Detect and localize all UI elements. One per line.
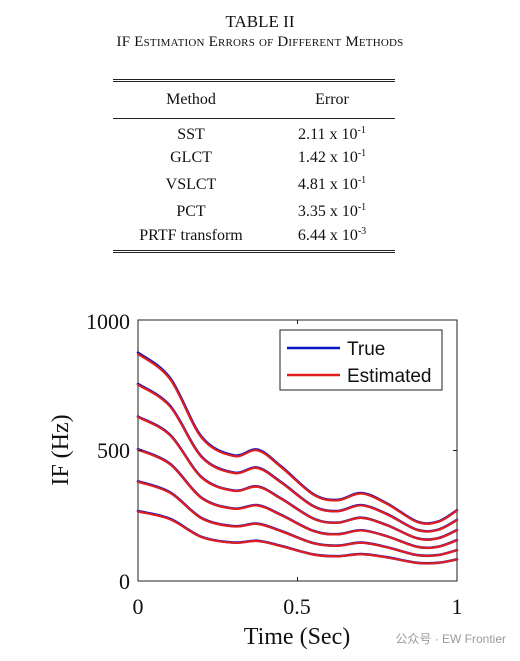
- table-row: VSLCT 4.81 x 10-1: [113, 172, 395, 199]
- error-exponent: -1: [357, 174, 367, 186]
- error-column-header: Error: [269, 79, 395, 119]
- estimated-if-line-6: [136, 510, 459, 565]
- method-cell: PRTF transform: [113, 224, 269, 253]
- estimated-if-line-5: [136, 480, 459, 558]
- error-exponent: -1: [357, 201, 367, 213]
- error-mantissa: 4.81 x 10: [297, 175, 358, 193]
- x-tick-label: 0: [133, 594, 144, 619]
- estimated-if-line-4: [136, 448, 459, 550]
- series-layer: [136, 351, 459, 565]
- legend-box: [279, 329, 443, 391]
- method-column-header: Method: [113, 79, 269, 119]
- table-caption: TABLE II IF Estimation Errors of Differe…: [0, 12, 520, 52]
- legend: True Estimated: [279, 329, 443, 391]
- y-tick-label: 0: [119, 569, 130, 594]
- error-mantissa: 1.42 x 10: [297, 149, 358, 167]
- table-number: TABLE II: [225, 12, 295, 31]
- x-axis-label: Time (Sec): [244, 624, 350, 650]
- legend-estimated-label: Estimated: [347, 366, 431, 387]
- error-cell: 1.42 x 10-1: [269, 145, 395, 172]
- table-row: PRTF transform 6.44 x 10-3: [113, 224, 395, 253]
- tick-layer: [137, 319, 458, 582]
- y-tick-label: 1000: [86, 309, 130, 334]
- error-cell: 2.11 x 10-1: [269, 119, 395, 146]
- table-row: SST 2.11 x 10-1: [113, 119, 395, 146]
- table-row: GLCT 1.42 x 10-1: [113, 145, 395, 172]
- y-axis-label: IF (Hz): [48, 414, 74, 485]
- method-cell: GLCT: [170, 149, 212, 167]
- if-plot: 1000 500 0 0 0.5 1 Time (Sec) IF (Hz) Tr…: [48, 309, 463, 650]
- error-table: Method Error SST 2.11 x 10-1 GLCT 1.42 x…: [113, 79, 395, 253]
- error-exponent: -3: [357, 226, 367, 238]
- y-tick-label: 500: [97, 438, 130, 463]
- method-cell: PCT: [176, 202, 206, 220]
- table-row: PCT 3.35 x 10-1: [113, 198, 395, 225]
- error-cell: 4.81 x 10-1: [269, 172, 395, 199]
- estimated-if-line-1: [136, 352, 459, 525]
- error-mantissa: 2.11 x 10: [298, 126, 358, 144]
- method-cell: SST: [177, 126, 205, 144]
- estimated-if-line-2: [136, 383, 459, 533]
- error-exponent: -1: [357, 125, 366, 137]
- table-title: IF Estimation Errors of Different Method…: [116, 34, 404, 50]
- watermark: 公众号 · EW Frontier: [395, 632, 506, 646]
- error-cell: 6.44 x 10-3: [269, 224, 395, 253]
- x-tick-label: 0.5: [283, 594, 311, 619]
- error-cell: 3.35 x 10-1: [269, 198, 395, 225]
- error-mantissa: 3.35 x 10: [297, 202, 358, 220]
- error-exponent: -1: [357, 148, 367, 160]
- error-mantissa: 6.44 x 10: [297, 227, 358, 245]
- x-tick-label: 1: [452, 594, 463, 619]
- table-header-row: Method Error: [113, 79, 395, 119]
- legend-true-label: True: [347, 339, 385, 360]
- method-cell: VSLCT: [165, 175, 217, 193]
- estimated-if-line-3: [136, 415, 459, 541]
